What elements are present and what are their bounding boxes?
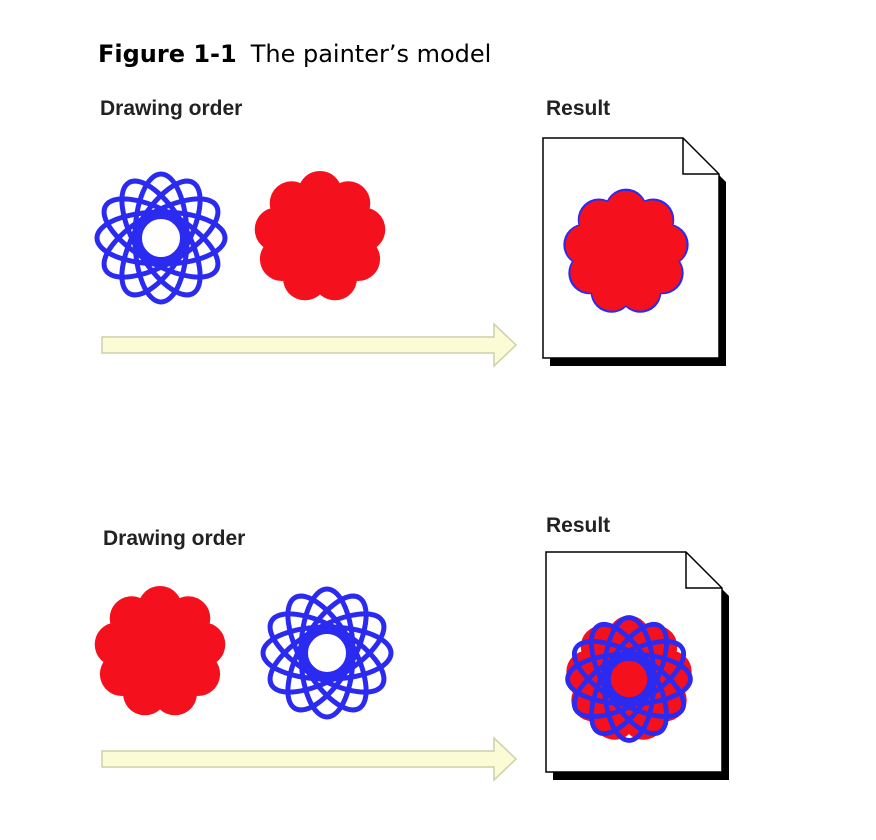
blue-rosette-shape (93, 170, 230, 307)
red-flower-shape-bottom (94, 586, 226, 716)
figure-caption: Figure 1-1 The painter’s model (98, 40, 491, 68)
red-flower-shape (254, 171, 386, 301)
result-label-top: Result (546, 97, 611, 120)
drawing-order-label-top: Drawing order (100, 97, 243, 120)
top-result-page (542, 137, 726, 366)
figure-title: The painter’s model (250, 40, 492, 68)
top-order-arrow (101, 322, 518, 368)
blue-rosette-shape-bottom (259, 585, 396, 722)
bottom-drawing-order-shapes (94, 585, 396, 722)
drawing-order-label-bottom: Drawing order (103, 527, 246, 550)
bottom-result-page (545, 551, 729, 780)
result-label-bottom: Result (546, 514, 611, 537)
bottom-order-arrow (101, 736, 518, 782)
top-drawing-order-shapes (93, 170, 386, 307)
figure-number: Figure 1-1 (98, 40, 237, 68)
